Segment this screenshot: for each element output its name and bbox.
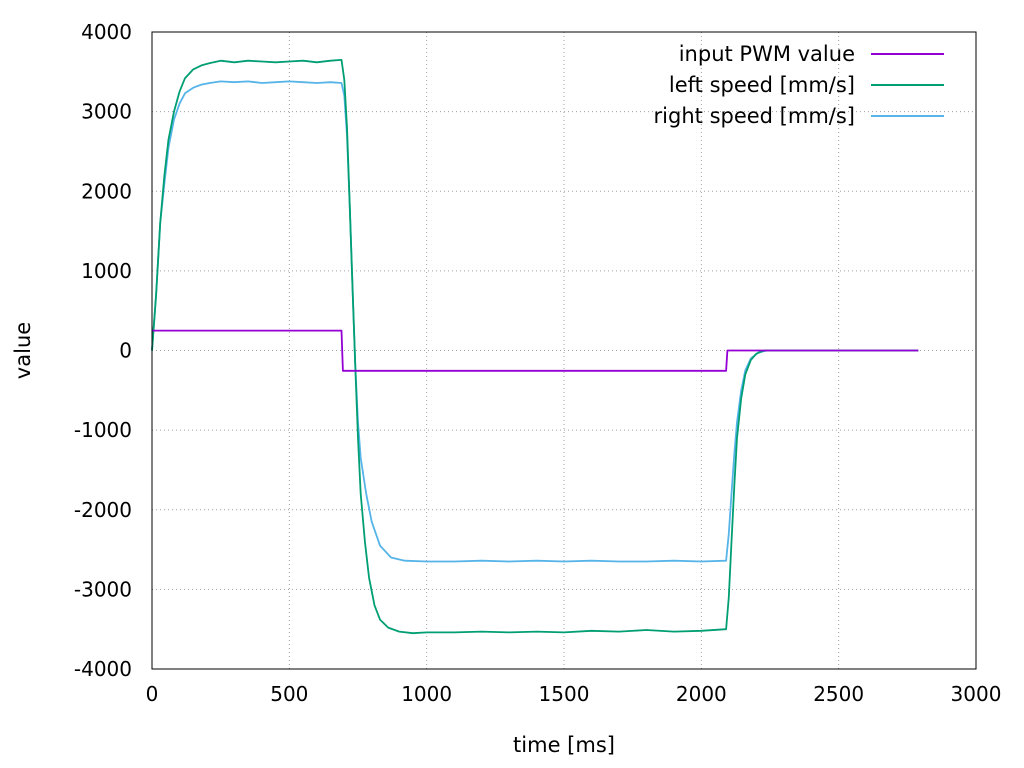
axis-ticks: 0 500 1000 1500 2000 2500 3000 4000 3000 2000 1000… <box>74 20 1002 706</box>
y-tick-label: 3000 <box>81 100 132 124</box>
y-tick-label: -4000 <box>74 657 132 681</box>
plot-frame <box>151 31 977 670</box>
series-layer <box>151 59 919 635</box>
legend-label: left speed [mm/s] <box>669 73 855 97</box>
legend-label: input PWM value <box>679 42 855 66</box>
legend-label: right speed [mm/s] <box>654 104 855 128</box>
x-tick-label: 2500 <box>813 682 864 706</box>
y-tick-label: 1000 <box>81 259 132 283</box>
x-tick-label: 0 <box>146 682 159 706</box>
y-tick-label: 0 <box>119 339 132 363</box>
y-tick-label: -1000 <box>74 418 132 442</box>
x-tick-label: 1000 <box>401 682 452 706</box>
x-tick-label: 3000 <box>951 682 1002 706</box>
series-line-input-pwm-value <box>152 329 919 372</box>
x-tick-label: 500 <box>270 682 308 706</box>
x-tick-label: 2000 <box>676 682 727 706</box>
series-line-left-speed-mm-s <box>151 59 919 635</box>
grid-lines <box>152 32 976 669</box>
y-tick-label: 2000 <box>81 179 132 203</box>
y-tick-label: -2000 <box>74 498 132 522</box>
x-tick-label: 1500 <box>539 682 590 706</box>
x-axis-title: time [ms] <box>513 733 615 757</box>
legend: input PWM value left speed [mm/s] right sp… <box>654 42 944 128</box>
y-axis-title: value <box>11 322 35 379</box>
y-tick-label: 4000 <box>81 20 132 44</box>
series-line-right-speed-mm-s <box>151 80 919 563</box>
y-tick-label: -3000 <box>74 577 132 601</box>
